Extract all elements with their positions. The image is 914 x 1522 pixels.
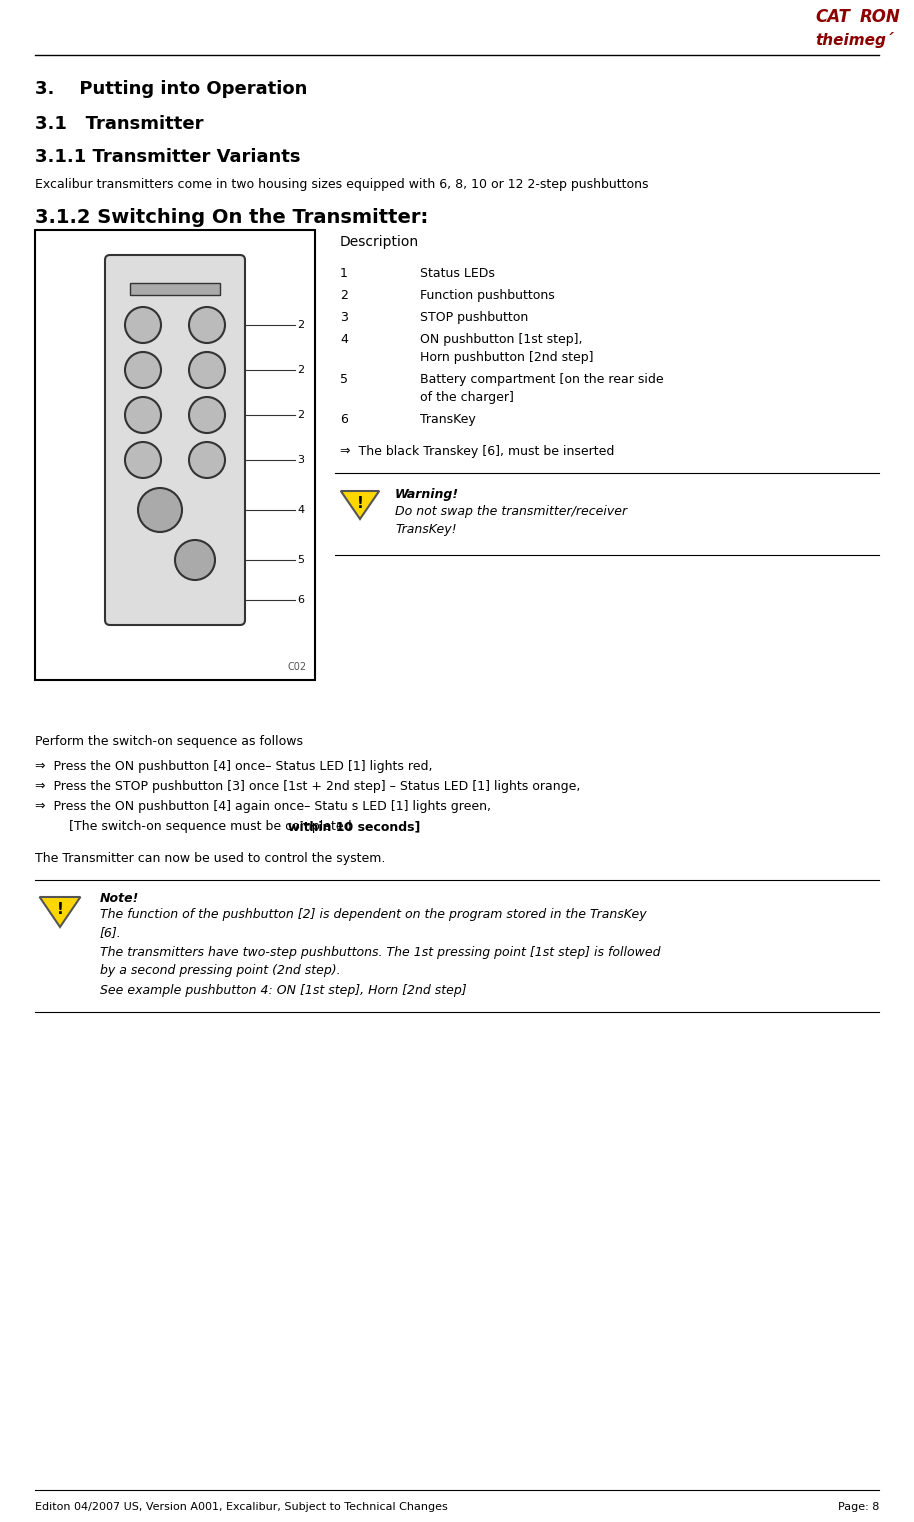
Text: 6: 6 [297, 595, 304, 606]
Circle shape [125, 397, 161, 432]
Bar [130, 283, 220, 295]
Text: 3.    Putting into Operation: 3. Putting into Operation [35, 81, 307, 97]
Text: 2: 2 [297, 365, 304, 374]
Text: Warning!: Warning! [395, 489, 459, 501]
Bar [35, 230, 315, 680]
Circle shape [125, 307, 161, 342]
Text: Description: Description [340, 234, 420, 250]
Text: TransKey: TransKey [420, 412, 476, 426]
Text: Horn pushbutton [2nd step]: Horn pushbutton [2nd step] [420, 352, 593, 364]
FancyBboxPatch shape [105, 256, 245, 626]
Text: C02: C02 [288, 662, 307, 673]
Circle shape [189, 441, 225, 478]
Text: 3: 3 [297, 455, 304, 466]
Text: Page: 8: Page: 8 [837, 1502, 879, 1511]
Text: !: ! [356, 496, 364, 511]
Text: !: ! [57, 903, 63, 918]
Text: CAT: CAT [815, 8, 850, 26]
Text: 3.1.1 Transmitter Variants: 3.1.1 Transmitter Variants [35, 148, 301, 166]
Circle shape [138, 489, 182, 533]
Circle shape [189, 352, 225, 388]
Text: 6: 6 [340, 412, 348, 426]
Circle shape [189, 397, 225, 432]
Text: The function of the pushbutton [2] is dependent on the program stored in the Tra: The function of the pushbutton [2] is de… [100, 909, 646, 939]
Text: Perform the switch-on sequence as follows: Perform the switch-on sequence as follow… [35, 735, 303, 747]
Text: ⇒  Press the STOP pushbutton [3] once [1st + 2nd step] – Status LED [1] lights o: ⇒ Press the STOP pushbutton [3] once [1s… [35, 779, 580, 793]
Text: 5: 5 [297, 556, 304, 565]
Text: 3.1   Transmitter: 3.1 Transmitter [35, 116, 204, 132]
Text: 2: 2 [297, 320, 304, 330]
Circle shape [125, 352, 161, 388]
Text: within 10 seconds]: within 10 seconds] [288, 820, 420, 833]
Polygon shape [341, 492, 379, 519]
Text: 1: 1 [340, 266, 348, 280]
Text: 4: 4 [340, 333, 348, 345]
Text: The Transmitter can now be used to control the system.: The Transmitter can now be used to contr… [35, 852, 386, 864]
Circle shape [189, 307, 225, 342]
Text: See example pushbutton 4: ON [1st step], Horn [2nd step]: See example pushbutton 4: ON [1st step],… [100, 985, 467, 997]
Text: Status LEDs: Status LEDs [420, 266, 494, 280]
Text: of the charger]: of the charger] [420, 391, 514, 403]
Text: ⇒  Press the ON pushbutton [4] once– Status LED [1] lights red,: ⇒ Press the ON pushbutton [4] once– Stat… [35, 759, 432, 773]
Text: Excalibur transmitters come in two housing sizes equipped with 6, 8, 10 or 12 2-: Excalibur transmitters come in two housi… [35, 178, 649, 190]
Text: Editon 04/2007 US, Version A001, Excalibur, Subject to Technical Changes: Editon 04/2007 US, Version A001, Excalib… [35, 1502, 448, 1511]
Text: Battery compartment [on the rear side: Battery compartment [on the rear side [420, 373, 664, 387]
Text: ⇒  Press the ON pushbutton [4] again once– Statu s LED [1] lights green,: ⇒ Press the ON pushbutton [4] again once… [35, 801, 491, 813]
Circle shape [175, 540, 215, 580]
Text: Function pushbuttons: Function pushbuttons [420, 289, 555, 301]
Text: 3.1.2 Switching On the Transmitter:: 3.1.2 Switching On the Transmitter: [35, 209, 429, 227]
Text: 4: 4 [297, 505, 304, 514]
Text: Do not swap the transmitter/receiver
TransKey!: Do not swap the transmitter/receiver Tra… [395, 505, 627, 536]
Text: ON pushbutton [1st step],: ON pushbutton [1st step], [420, 333, 582, 345]
Text: 2: 2 [297, 409, 304, 420]
Text: STOP pushbutton: STOP pushbutton [420, 310, 528, 324]
Text: 5: 5 [340, 373, 348, 387]
Text: [The switch-on sequence must be completed: [The switch-on sequence must be complete… [53, 820, 356, 833]
Text: RON: RON [860, 8, 901, 26]
Text: 3: 3 [340, 310, 348, 324]
Text: ⇒  The black Transkey [6], must be inserted: ⇒ The black Transkey [6], must be insert… [340, 444, 614, 458]
Text: theimeg´: theimeg´ [816, 32, 894, 49]
Text: Note!: Note! [100, 892, 139, 906]
Polygon shape [39, 896, 80, 927]
Text: The transmitters have two-step pushbuttons. The 1st pressing point [1st step] is: The transmitters have two-step pushbutto… [100, 947, 661, 977]
Text: 2: 2 [340, 289, 348, 301]
Circle shape [125, 441, 161, 478]
